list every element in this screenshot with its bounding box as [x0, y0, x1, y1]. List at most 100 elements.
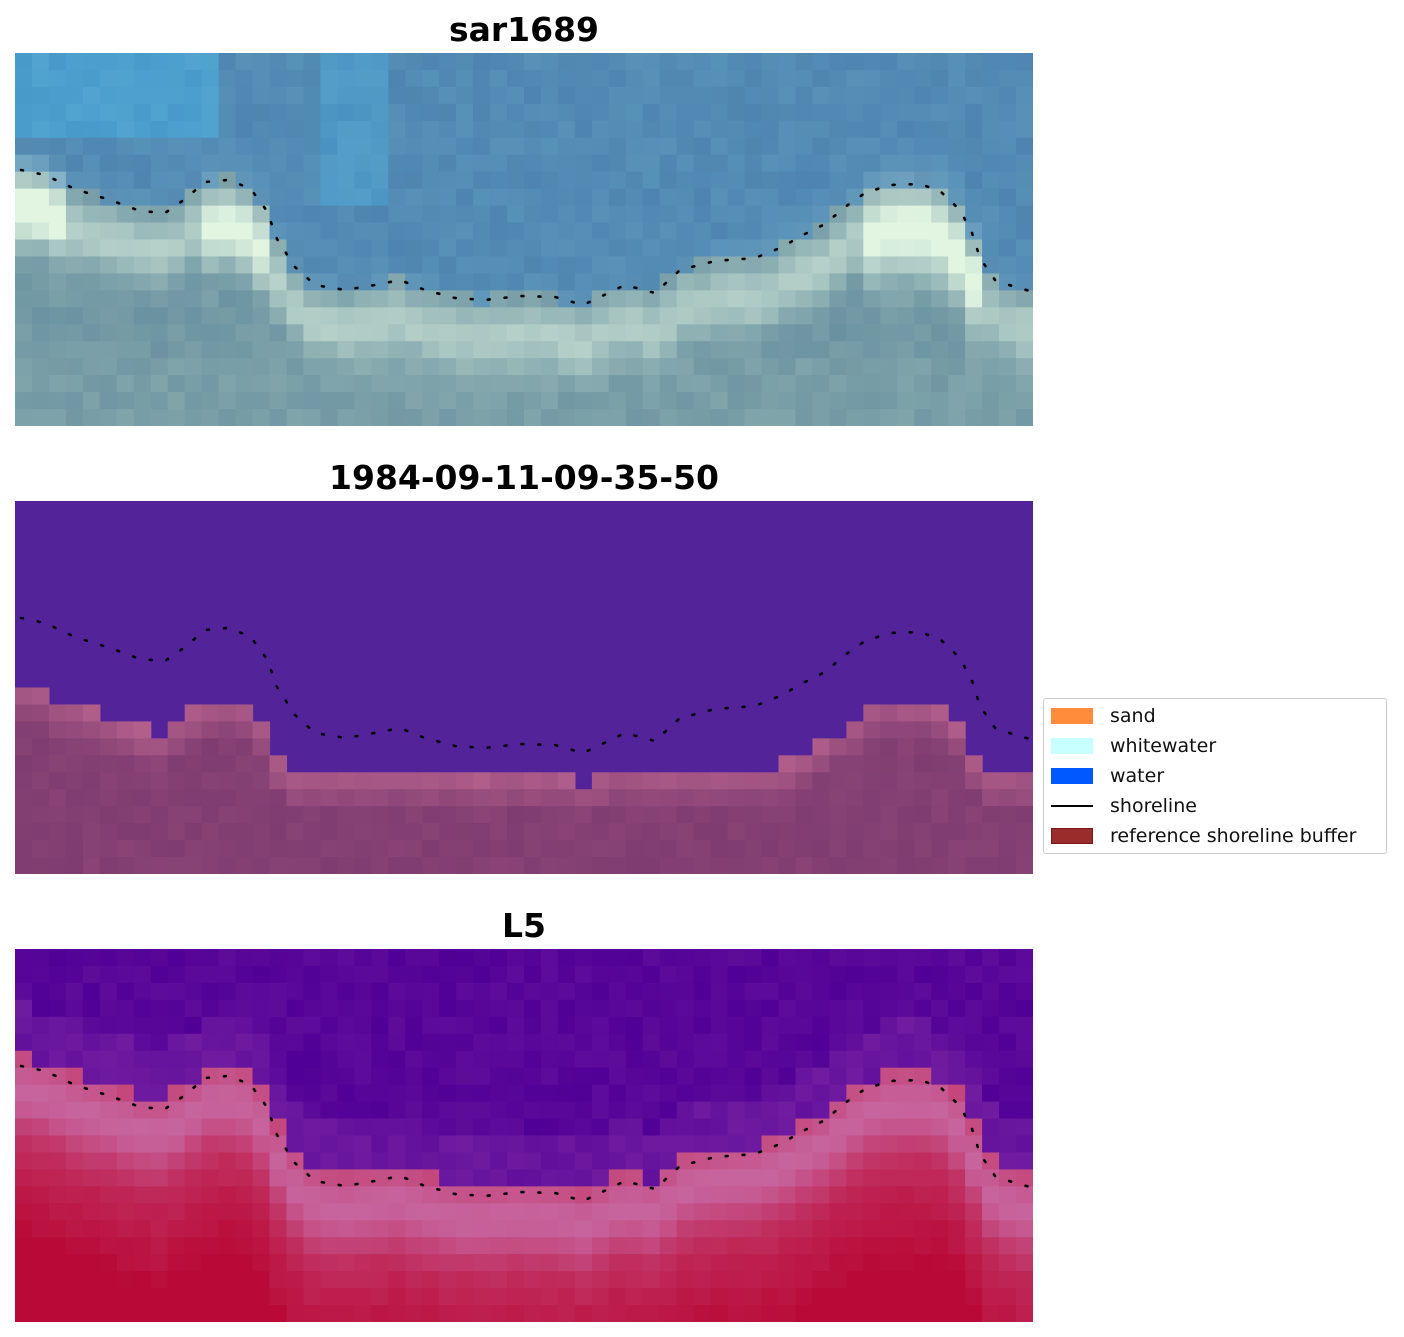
index-pixel — [744, 1271, 763, 1289]
rgb-pixel — [507, 69, 525, 88]
index-pixel — [31, 1254, 50, 1272]
index-pixel — [948, 1203, 966, 1221]
buffer-pixel — [439, 772, 457, 790]
buffer-pixel — [116, 840, 135, 858]
rgb-pixel — [863, 375, 881, 393]
index-pixel — [540, 1118, 559, 1137]
buffer-pixel — [812, 857, 830, 874]
rgb-pixel — [320, 307, 338, 325]
index-pixel — [65, 1084, 84, 1103]
rgb-pixel — [337, 341, 355, 359]
index-pixel — [812, 949, 830, 967]
rgb-pixel — [642, 154, 661, 173]
buffer-pixel — [710, 840, 729, 858]
rgb-pixel — [524, 324, 542, 342]
rgb-pixel — [761, 53, 780, 71]
rgb-pixel — [31, 375, 50, 393]
index-pixel — [608, 1305, 627, 1322]
rgb-pixel — [405, 392, 423, 410]
buffer-pixel — [167, 738, 186, 756]
buffer-pixel — [31, 789, 50, 807]
buffer-pixel — [999, 806, 1017, 824]
rgb-pixel — [371, 69, 389, 88]
index-pixel — [405, 999, 423, 1018]
rgb-pixel — [880, 188, 898, 207]
shoreline-line-swatch — [1051, 805, 1093, 807]
rgb-pixel — [371, 273, 389, 291]
index-pixel — [880, 1067, 898, 1086]
index-pixel — [659, 1016, 678, 1035]
index-pixel — [880, 1084, 898, 1103]
buffer-pixel — [99, 738, 118, 756]
legend-item-shoreline: shoreline — [1051, 794, 1197, 818]
index-pixel — [863, 949, 881, 967]
index-pixel — [388, 1288, 406, 1306]
index-pixel — [982, 1118, 1000, 1137]
rgb-pixel — [693, 307, 712, 325]
rgb-pixel — [286, 375, 305, 393]
rgb-pixel — [744, 324, 763, 342]
index-pixel — [473, 1152, 491, 1170]
buffer-pixel — [846, 806, 864, 824]
index-pixel — [507, 1033, 525, 1052]
index-pixel — [710, 1101, 729, 1120]
rgb-pixel — [642, 137, 661, 156]
index-pixel — [303, 1186, 321, 1204]
rgb-pixel — [116, 392, 135, 410]
index-pixel — [965, 1220, 983, 1238]
rgb-pixel — [405, 256, 423, 274]
index-pixel — [422, 1237, 440, 1255]
rgb-pixel — [880, 256, 898, 274]
buffer-pixel — [133, 823, 152, 841]
buffer-pixel — [982, 772, 1000, 790]
buffer-pixel — [218, 857, 237, 874]
rgb-pixel — [863, 222, 881, 241]
index-pixel — [863, 965, 881, 984]
rgb-pixel — [269, 120, 288, 139]
index-pixel — [642, 1169, 661, 1187]
index-pixel — [150, 1152, 169, 1170]
index-pixel — [65, 1186, 84, 1204]
rgb-pixel — [116, 86, 135, 105]
rgb-pixel — [65, 222, 84, 241]
index-pixel — [948, 1186, 966, 1204]
index-pixel — [999, 1220, 1017, 1238]
buffer-pixel — [1016, 806, 1033, 824]
rgb-pixel — [880, 307, 898, 325]
index-pixel — [337, 1271, 355, 1289]
buffer-pixel — [846, 772, 864, 790]
buffer-pixel — [982, 840, 1000, 858]
rgb-pixel — [235, 375, 254, 393]
rgb-pixel — [659, 137, 678, 156]
index-pixel — [337, 982, 355, 1001]
rgb-pixel — [948, 222, 966, 241]
index-pixel — [303, 1220, 321, 1238]
rgb-pixel — [201, 341, 220, 359]
index-pixel — [710, 1203, 729, 1221]
rgb-pixel — [15, 256, 33, 274]
rgb-pixel — [184, 137, 203, 156]
rgb-pixel — [812, 392, 830, 410]
rgb-pixel — [863, 53, 881, 71]
buffer-pixel — [456, 789, 474, 807]
buffer-pixel — [167, 823, 186, 841]
index-pixel — [693, 1271, 712, 1289]
index-pixel — [540, 1220, 559, 1238]
rgb-pixel — [507, 239, 525, 258]
index-pixel — [710, 1169, 729, 1187]
rgb-pixel — [167, 239, 186, 258]
rgb-pixel — [150, 375, 169, 393]
index-pixel — [218, 1271, 237, 1289]
index-pixel — [880, 1050, 898, 1069]
rgb-pixel — [897, 69, 915, 88]
rgb-pixel — [931, 103, 949, 122]
rgb-pixel — [167, 120, 186, 139]
index-pixel — [116, 949, 135, 967]
rgb-pixel — [557, 324, 576, 342]
rgb-pixel — [999, 154, 1017, 173]
index-pixel — [642, 1186, 661, 1204]
rgb-pixel — [846, 290, 864, 308]
index-pixel — [65, 1271, 84, 1289]
index-pixel — [1016, 1067, 1033, 1086]
buffer-pixel — [812, 755, 830, 773]
